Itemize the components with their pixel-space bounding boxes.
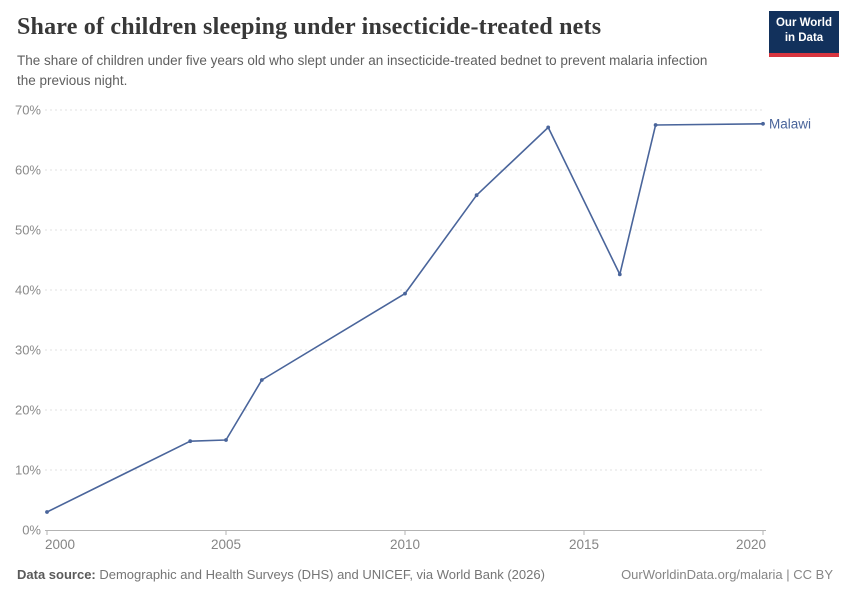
x-axis-tick-label: 2020 [736,537,766,552]
data-point-marker [403,291,407,296]
y-axis-tick-label: 40% [15,283,41,298]
license-link[interactable]: OurWorldinData.org/malaria | CC BY [621,567,833,582]
y-axis-tick-label: 0% [22,523,41,538]
owid-logo-line1: Our World [775,17,832,29]
data-point-marker [259,378,264,382]
owid-logo[interactable]: Our World in Data [769,11,839,57]
data-source-label: Data source: [17,567,96,582]
data-point-marker [653,123,658,127]
data-point-marker [224,438,228,442]
y-axis-tick-label: 20% [15,403,41,418]
owid-logo-line2: in Data [784,31,824,44]
x-axis-tick-label: 2000 [45,537,75,552]
y-axis-tick-label: 60% [15,163,41,178]
x-axis-tick-label: 2010 [390,537,420,552]
data-point-marker [45,510,49,514]
x-axis-tick-label: 2005 [211,537,241,552]
series-end-label[interactable]: Malawi [769,116,811,131]
data-source-text: Demographic and Health Surveys (DHS) and… [95,567,545,582]
y-axis-tick-label: 30% [15,343,41,358]
x-axis-tick-label: 2015 [569,537,599,552]
y-axis-tick-label: 10% [15,463,41,478]
data-source-note: Data source: Demographic and Health Surv… [17,567,545,582]
chart-title: Share of children sleeping under insecti… [17,14,602,40]
data-point-marker [188,439,193,444]
data-point-marker [546,125,551,130]
chart-subtitle: The share of children under five years o… [17,53,708,89]
data-line-malawi[interactable] [46,123,764,513]
y-axis-tick-label: 50% [15,223,41,238]
y-axis-tick-label: 70% [15,103,41,118]
data-point-marker [761,121,765,126]
data-point-marker [617,272,622,277]
data-point-marker [474,193,479,198]
